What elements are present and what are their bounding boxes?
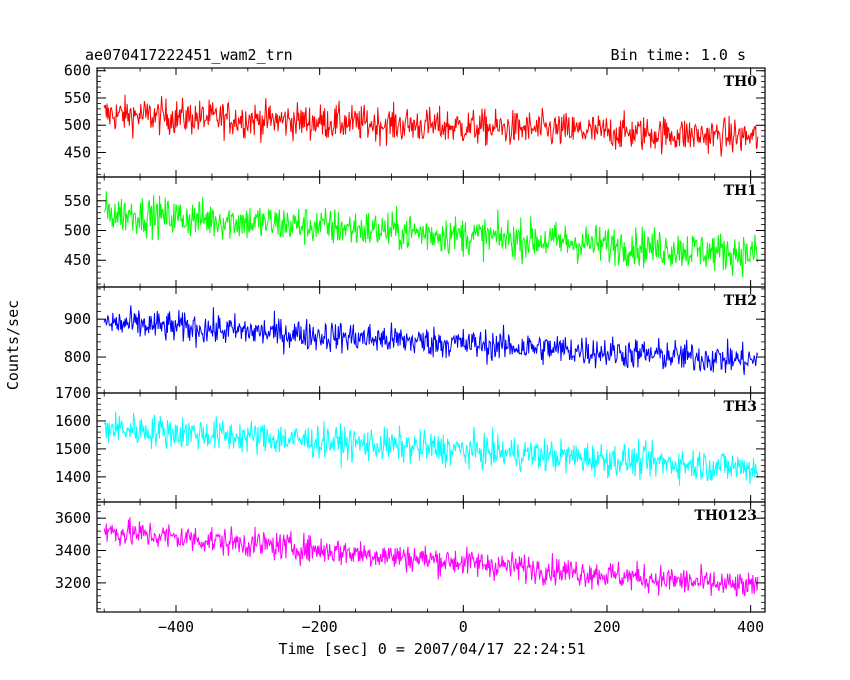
x-axis-label: Time [sec] 0 = 2007/04/17 22:24:51 bbox=[278, 640, 585, 658]
y-axis-label: Counts/sec bbox=[4, 300, 22, 390]
y-tick-label: 550 bbox=[64, 192, 91, 210]
x-tick-label: 200 bbox=[593, 618, 620, 636]
panel-th3: 1400 1500 1600 1700 TH3 bbox=[55, 384, 766, 503]
panel-th2: 800 900 TH2 bbox=[64, 286, 766, 394]
y-tick-label: 1600 bbox=[55, 412, 91, 430]
x-tick-label: 0 bbox=[459, 618, 468, 636]
bin-time-label: Bin time: 1.0 s bbox=[611, 46, 746, 64]
series-line-th1 bbox=[103, 191, 759, 278]
y-tick-label: 450 bbox=[64, 143, 91, 161]
panel-label-th0123: TH0123 bbox=[694, 508, 757, 524]
y-tick-label: 1400 bbox=[55, 468, 91, 486]
panel-th0123: 3200 3400 3600 TH0123 bbox=[55, 501, 766, 613]
y-tick-label: 550 bbox=[64, 89, 91, 107]
y-tick-label: 1500 bbox=[55, 440, 91, 458]
x-axis: −400 −200 0 200 400 bbox=[158, 618, 764, 636]
series-line-th0 bbox=[103, 94, 759, 157]
panel-label-th1: TH1 bbox=[724, 183, 757, 199]
panel-label-th0: TH0 bbox=[724, 74, 758, 90]
series-line-th3 bbox=[103, 411, 759, 486]
x-tick-label: −400 bbox=[158, 618, 194, 636]
y-tick-label: 900 bbox=[64, 310, 91, 328]
chart-title: ae070417222451_wam2_trn bbox=[85, 46, 293, 64]
y-tick-label: 800 bbox=[64, 348, 91, 366]
y-tick-label: 500 bbox=[64, 116, 91, 134]
x-tick-label: 400 bbox=[737, 618, 764, 636]
panel-th0: 450 500 550 600 TH0 bbox=[64, 62, 766, 178]
y-tick-label: 450 bbox=[64, 251, 91, 269]
x-tick-label: −200 bbox=[302, 618, 338, 636]
panel-label-th3: TH3 bbox=[724, 399, 757, 415]
panel-frame bbox=[96, 286, 766, 394]
panels-group: 450 500 550 600 TH0 450 500 550 TH1 800 900 TH2 1400… bbox=[55, 62, 766, 613]
series-line-th2 bbox=[103, 305, 759, 375]
panel-th1: 450 500 550 TH1 bbox=[64, 176, 766, 288]
y-tick-label: 3600 bbox=[55, 509, 91, 527]
y-tick-label: 600 bbox=[64, 62, 91, 80]
panel-label-th2: TH2 bbox=[724, 293, 757, 309]
y-tick-label: 3400 bbox=[55, 542, 91, 560]
y-tick-label: 3200 bbox=[55, 574, 91, 592]
y-tick-label: 1700 bbox=[55, 384, 91, 402]
series-line-th0123 bbox=[103, 516, 759, 597]
y-tick-label: 500 bbox=[64, 222, 91, 240]
